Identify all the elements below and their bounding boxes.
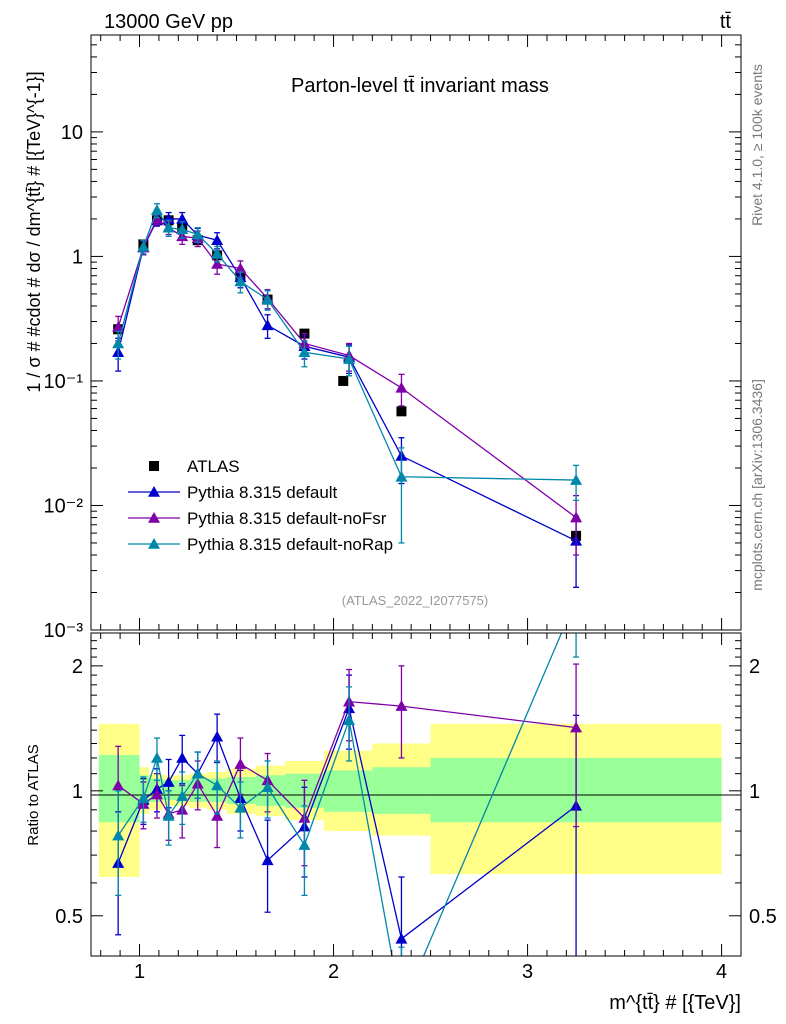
data-point-default	[162, 212, 175, 224]
data-point-noFsr	[211, 257, 224, 269]
mcplots-label: mcplots.cern.ch [arXiv:1306.3436]	[749, 379, 765, 591]
data-point-atlas	[396, 406, 407, 417]
data-point-noFsr	[395, 381, 408, 393]
ratio-point-noFsr	[395, 700, 408, 711]
main-panel: 10⁻³ 10⁻² 10⁻¹ 1 10 Parton-level tt̄ invaria…	[24, 34, 742, 642]
legend-label-noFsr: Pythia 8.315 default-noFsr	[187, 509, 387, 528]
ratio-point-noRap	[234, 801, 247, 813]
legend: ATLAS Pythia 8.315 default Pythia 8.315 de…	[128, 457, 393, 554]
y-tick-label: 1	[72, 246, 83, 268]
data-point-noFsr	[150, 212, 163, 224]
ratio-point-default	[261, 854, 274, 866]
rivet-version-label: Rivet 4.1.0, ≥ 100k events	[749, 64, 765, 226]
ratio-point-noFsr	[112, 779, 125, 791]
data-point-noRap	[211, 247, 224, 259]
x-tick-label: 1	[134, 961, 145, 983]
data-point-default	[176, 212, 189, 224]
data-point-noRap	[298, 346, 311, 358]
main-y-axis-label: 1 / σ # #cdot # dσ / dm^{tt̄} # [{TeV}^{…	[24, 71, 44, 392]
ratio-plot-frame	[90, 632, 742, 957]
legend-marker-noRap	[148, 538, 160, 549]
main-axis-ticks: 10⁻³ 10⁻² 10⁻¹ 1 10	[44, 34, 741, 642]
x-tick-label: 3	[522, 961, 533, 983]
ratio-y-tick-label-left: 0.5	[55, 906, 83, 928]
main-series-group	[112, 203, 583, 589]
ratio-point-default	[176, 751, 189, 763]
data-point-default	[261, 319, 274, 331]
ratio-point-default	[395, 932, 408, 944]
data-point-noRap	[343, 353, 356, 364]
ratio-uncertainty-bands	[98, 723, 722, 877]
legend-marker-noFsr	[148, 512, 160, 523]
data-point-atlas	[338, 375, 349, 386]
ratio-point-noFsr	[150, 788, 163, 800]
data-point-default	[211, 234, 224, 245]
legend-marker-default	[148, 486, 160, 497]
ratio-point-noRap	[176, 790, 189, 802]
energy-label: 13000 GeV pp	[104, 11, 233, 33]
data-point-noFsr	[234, 262, 247, 274]
legend-label-atlas: ATLAS	[187, 457, 240, 476]
ratio-y-tick-label-right: 2	[749, 656, 760, 678]
ratio-point-noFsr	[234, 758, 247, 769]
y-tick-label: 10⁻³	[44, 620, 84, 642]
x-tick-label: 2	[328, 961, 339, 983]
ratio-series-group	[112, 633, 583, 956]
ratio-point-noFsr	[211, 809, 224, 821]
data-point-noRap	[570, 474, 583, 485]
ratio-y-axis-label: Ratio to ATLAS	[25, 744, 42, 845]
main-plot-frame	[90, 34, 742, 631]
data-point-noRap	[150, 204, 163, 216]
ratio-point-noRap	[162, 809, 175, 821]
ratio-y-tick-label-left: 2	[72, 656, 83, 678]
data-point-noRap	[137, 240, 150, 252]
data-point-noRap	[176, 223, 189, 235]
legend-label-default: Pythia 8.315 default	[187, 483, 338, 502]
ratio-axis-ticks: 0.5 0.5 1 1 2 2 1 2 3 4	[55, 633, 777, 983]
process-label: tt̄	[720, 11, 732, 33]
ratio-point-noRap	[150, 751, 163, 763]
data-point-noFsr	[570, 511, 583, 523]
chart-title: Parton-level tt̄ invariant mass	[291, 75, 549, 97]
x-tick-label: 4	[716, 961, 727, 983]
ratio-point-noFsr	[570, 721, 583, 733]
analysis-watermark: (ATLAS_2022_I2077575)	[342, 593, 488, 608]
uncertainty-band-inner	[139, 775, 150, 806]
ratio-y-tick-label-left: 1	[72, 781, 83, 803]
data-point-noRap	[191, 228, 204, 240]
ratio-point-noRap	[112, 829, 125, 841]
ratio-point-noRap	[211, 779, 224, 791]
ratio-point-noRap	[261, 781, 274, 793]
ratio-panel: 0.5 0.5 1 1 2 2 1 2 3 4 Ratio to ATLAS m^{tt̄} # …	[25, 632, 777, 1014]
data-point-noRap	[395, 470, 408, 482]
ratio-point-noRap	[137, 792, 150, 803]
y-tick-label: 10⁻¹	[44, 371, 84, 393]
ratio-point-noRap	[191, 767, 204, 779]
ratio-point-noRap	[298, 839, 311, 850]
data-point-noRap	[162, 221, 175, 233]
data-point-noFsr	[112, 321, 125, 333]
ratio-point-default	[162, 776, 175, 787]
y-tick-label: 10⁻²	[44, 495, 84, 517]
data-point-noRap	[112, 337, 125, 349]
x-axis-label: m^{tt̄} # [{TeV}]	[609, 992, 741, 1014]
data-point-noRap	[234, 275, 247, 287]
ratio-point-default	[211, 730, 224, 742]
ratio-point-noRap	[343, 714, 356, 725]
legend-marker-atlas	[149, 461, 159, 471]
ratio-y-tick-label-right: 0.5	[749, 906, 777, 928]
uncertainty-band-inner	[372, 767, 431, 814]
legend-label-noRap: Pythia 8.315 default-noRap	[187, 535, 393, 554]
y-tick-label: 10	[61, 122, 83, 144]
ratio-y-tick-label-right: 1	[749, 781, 760, 803]
data-point-noRap	[261, 293, 274, 305]
